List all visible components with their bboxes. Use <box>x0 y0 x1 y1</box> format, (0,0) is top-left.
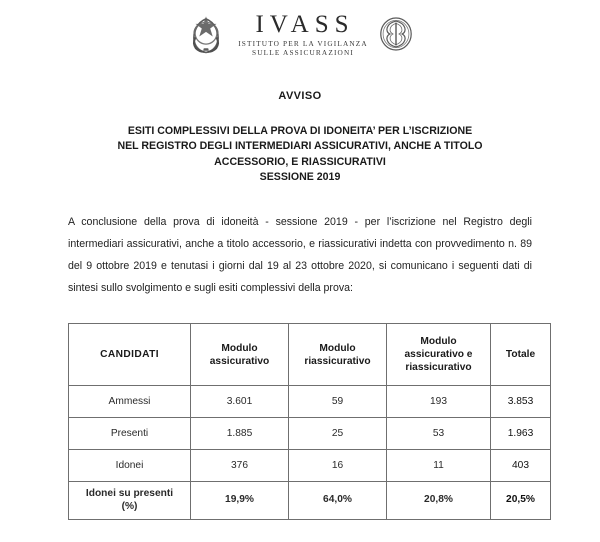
header-line: assicurativo e <box>404 349 473 361</box>
cell-total: 3.853 <box>490 385 551 419</box>
cell-value: 53 <box>386 417 491 451</box>
letterhead: IVASS ISTITUTO PER LA VIGILANZA SULLE AS… <box>0 0 600 60</box>
table-row: Idonei su presenti (%) 19,9% 64,0% 20,8%… <box>68 481 551 521</box>
cell-value: 25 <box>288 417 387 451</box>
header-line: Totale <box>505 349 536 361</box>
bank-of-italy-monogram-icon <box>380 17 412 51</box>
header-line: Modulo <box>319 342 356 354</box>
row-label-idonei-su-presenti: Idonei su presenti (%) <box>68 481 191 521</box>
cell-value: 1.885 <box>190 417 289 451</box>
document-title: ESITI COMPLESSIVI DELLA PROVA DI IDONEIT… <box>0 124 600 185</box>
title-line-4: SESSIONE 2019 <box>259 170 341 183</box>
table-row: Idonei 376 16 11 403 <box>68 449 551 483</box>
header-line: CANDIDATI <box>100 349 159 361</box>
table-header-row: CANDIDATI Modulo assicurativo Modulo ria… <box>68 323 551 387</box>
title-line-3: ACCESSORIO, E RIASSICURATIVI <box>214 155 386 168</box>
column-header-totale: Totale <box>490 323 551 387</box>
table-row: Presenti 1.885 25 53 1.963 <box>68 417 551 451</box>
header-line: Modulo <box>420 336 457 348</box>
row-label-line2: (%) <box>121 500 138 512</box>
cell-value: 59 <box>288 385 387 419</box>
header-line: Modulo <box>221 342 258 354</box>
table-row: Ammessi 3.601 59 193 3.853 <box>68 385 551 419</box>
italian-republic-emblem-icon <box>193 16 220 54</box>
row-label-ammessi: Ammessi <box>68 385 191 419</box>
wordmark-text: IVASS <box>255 10 355 38</box>
cell-value: 193 <box>386 385 491 419</box>
intro-paragraph: A conclusione della prova di idoneità - … <box>68 216 532 295</box>
cell-value: 3.601 <box>190 385 289 419</box>
column-header-candidati: CANDIDATI <box>68 323 191 387</box>
title-line-1: ESITI COMPLESSIVI DELLA PROVA DI IDONEIT… <box>127 125 473 137</box>
cell-total: 20,5% <box>490 481 551 521</box>
cell-value: 64,0% <box>288 481 387 521</box>
row-label-line1: Idonei su presenti <box>85 488 174 500</box>
header-line: assicurativo <box>209 355 270 367</box>
column-header-modulo-assicurativo-e-riassicurativo: Modulo assicurativo e riassicurativo <box>386 323 491 387</box>
cell-value: 376 <box>190 449 289 483</box>
cell-value: 19,9% <box>190 481 289 521</box>
cell-total: 403 <box>490 449 551 483</box>
cell-value: 11 <box>386 449 491 483</box>
wordmark-subtitle-line1: ISTITUTO PER LA VIGILANZA <box>238 38 368 48</box>
cell-value: 16 <box>288 449 387 483</box>
ivass-wordmark: IVASS ISTITUTO PER LA VIGILANZA SULLE AS… <box>236 12 368 57</box>
header-line: riassicurativo <box>304 355 371 367</box>
row-label-presenti: Presenti <box>68 417 191 451</box>
row-label-idonei: Idonei <box>68 449 191 483</box>
cell-value: 20,8% <box>386 481 491 521</box>
avviso-heading: AVVISO <box>278 90 322 102</box>
header-line: riassicurativo <box>405 362 472 374</box>
column-header-modulo-riassicurativo: Modulo riassicurativo <box>288 323 387 387</box>
results-table: CANDIDATI Modulo assicurativo Modulo ria… <box>68 323 551 521</box>
column-header-modulo-assicurativo: Modulo assicurativo <box>190 323 289 387</box>
title-line-2: NEL REGISTRO DEGLI INTERMEDIARI ASSICURA… <box>117 140 483 153</box>
wordmark-subtitle-line2: SULLE ASSICURAZIONI <box>252 48 354 57</box>
cell-total: 1.963 <box>490 417 551 451</box>
